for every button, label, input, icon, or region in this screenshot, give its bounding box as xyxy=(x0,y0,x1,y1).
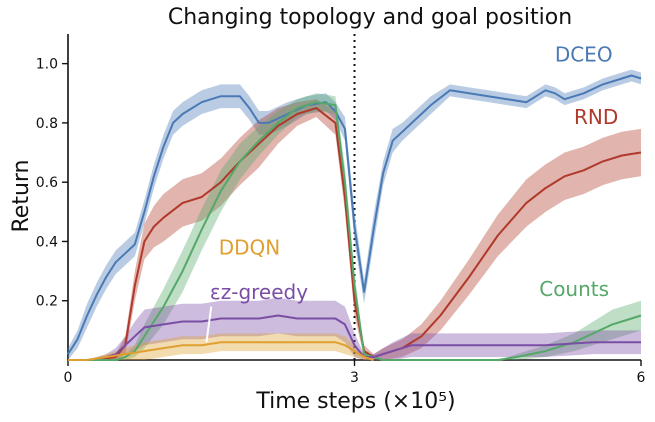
series-label-3: εz-greedy xyxy=(210,280,308,304)
series-label-2: Counts xyxy=(539,277,609,301)
y-tick-label: 0.6 xyxy=(36,175,58,191)
x-axis-label: Time steps (×10⁵) xyxy=(255,389,455,414)
series-line-2 xyxy=(68,101,642,361)
series-band-1 xyxy=(68,99,641,360)
x-tick-label: 6 xyxy=(637,370,646,386)
x-tick-label: 0 xyxy=(64,370,73,386)
series-label-0: DCEO xyxy=(555,43,613,67)
label-pointer-line xyxy=(205,306,213,343)
series-line-3 xyxy=(68,314,641,361)
series-label-4: DDQN xyxy=(219,235,281,259)
series-label-1: RND xyxy=(574,105,618,129)
series-band-0 xyxy=(68,69,641,361)
series-line-0 xyxy=(67,74,642,355)
y-tick-label: 0.2 xyxy=(36,294,58,310)
x-tick-label: 3 xyxy=(350,370,359,386)
y-tick-label: 0.8 xyxy=(36,116,58,132)
series-line-1 xyxy=(68,107,642,361)
y-axis-label: Return xyxy=(9,159,34,232)
series-band-4 xyxy=(68,333,374,360)
series-band-2 xyxy=(68,93,641,360)
chart-title: Changing topology and goal position xyxy=(168,5,572,30)
y-tick-label: 1.0 xyxy=(36,57,58,73)
y-tick-label: 0.4 xyxy=(36,234,58,250)
plot-area: 0.2 0.4 0.6 0.8 1.0 0 3 6 DCEO RND Counts εz-greedy… xyxy=(36,34,646,386)
series-line-4 xyxy=(68,341,374,361)
